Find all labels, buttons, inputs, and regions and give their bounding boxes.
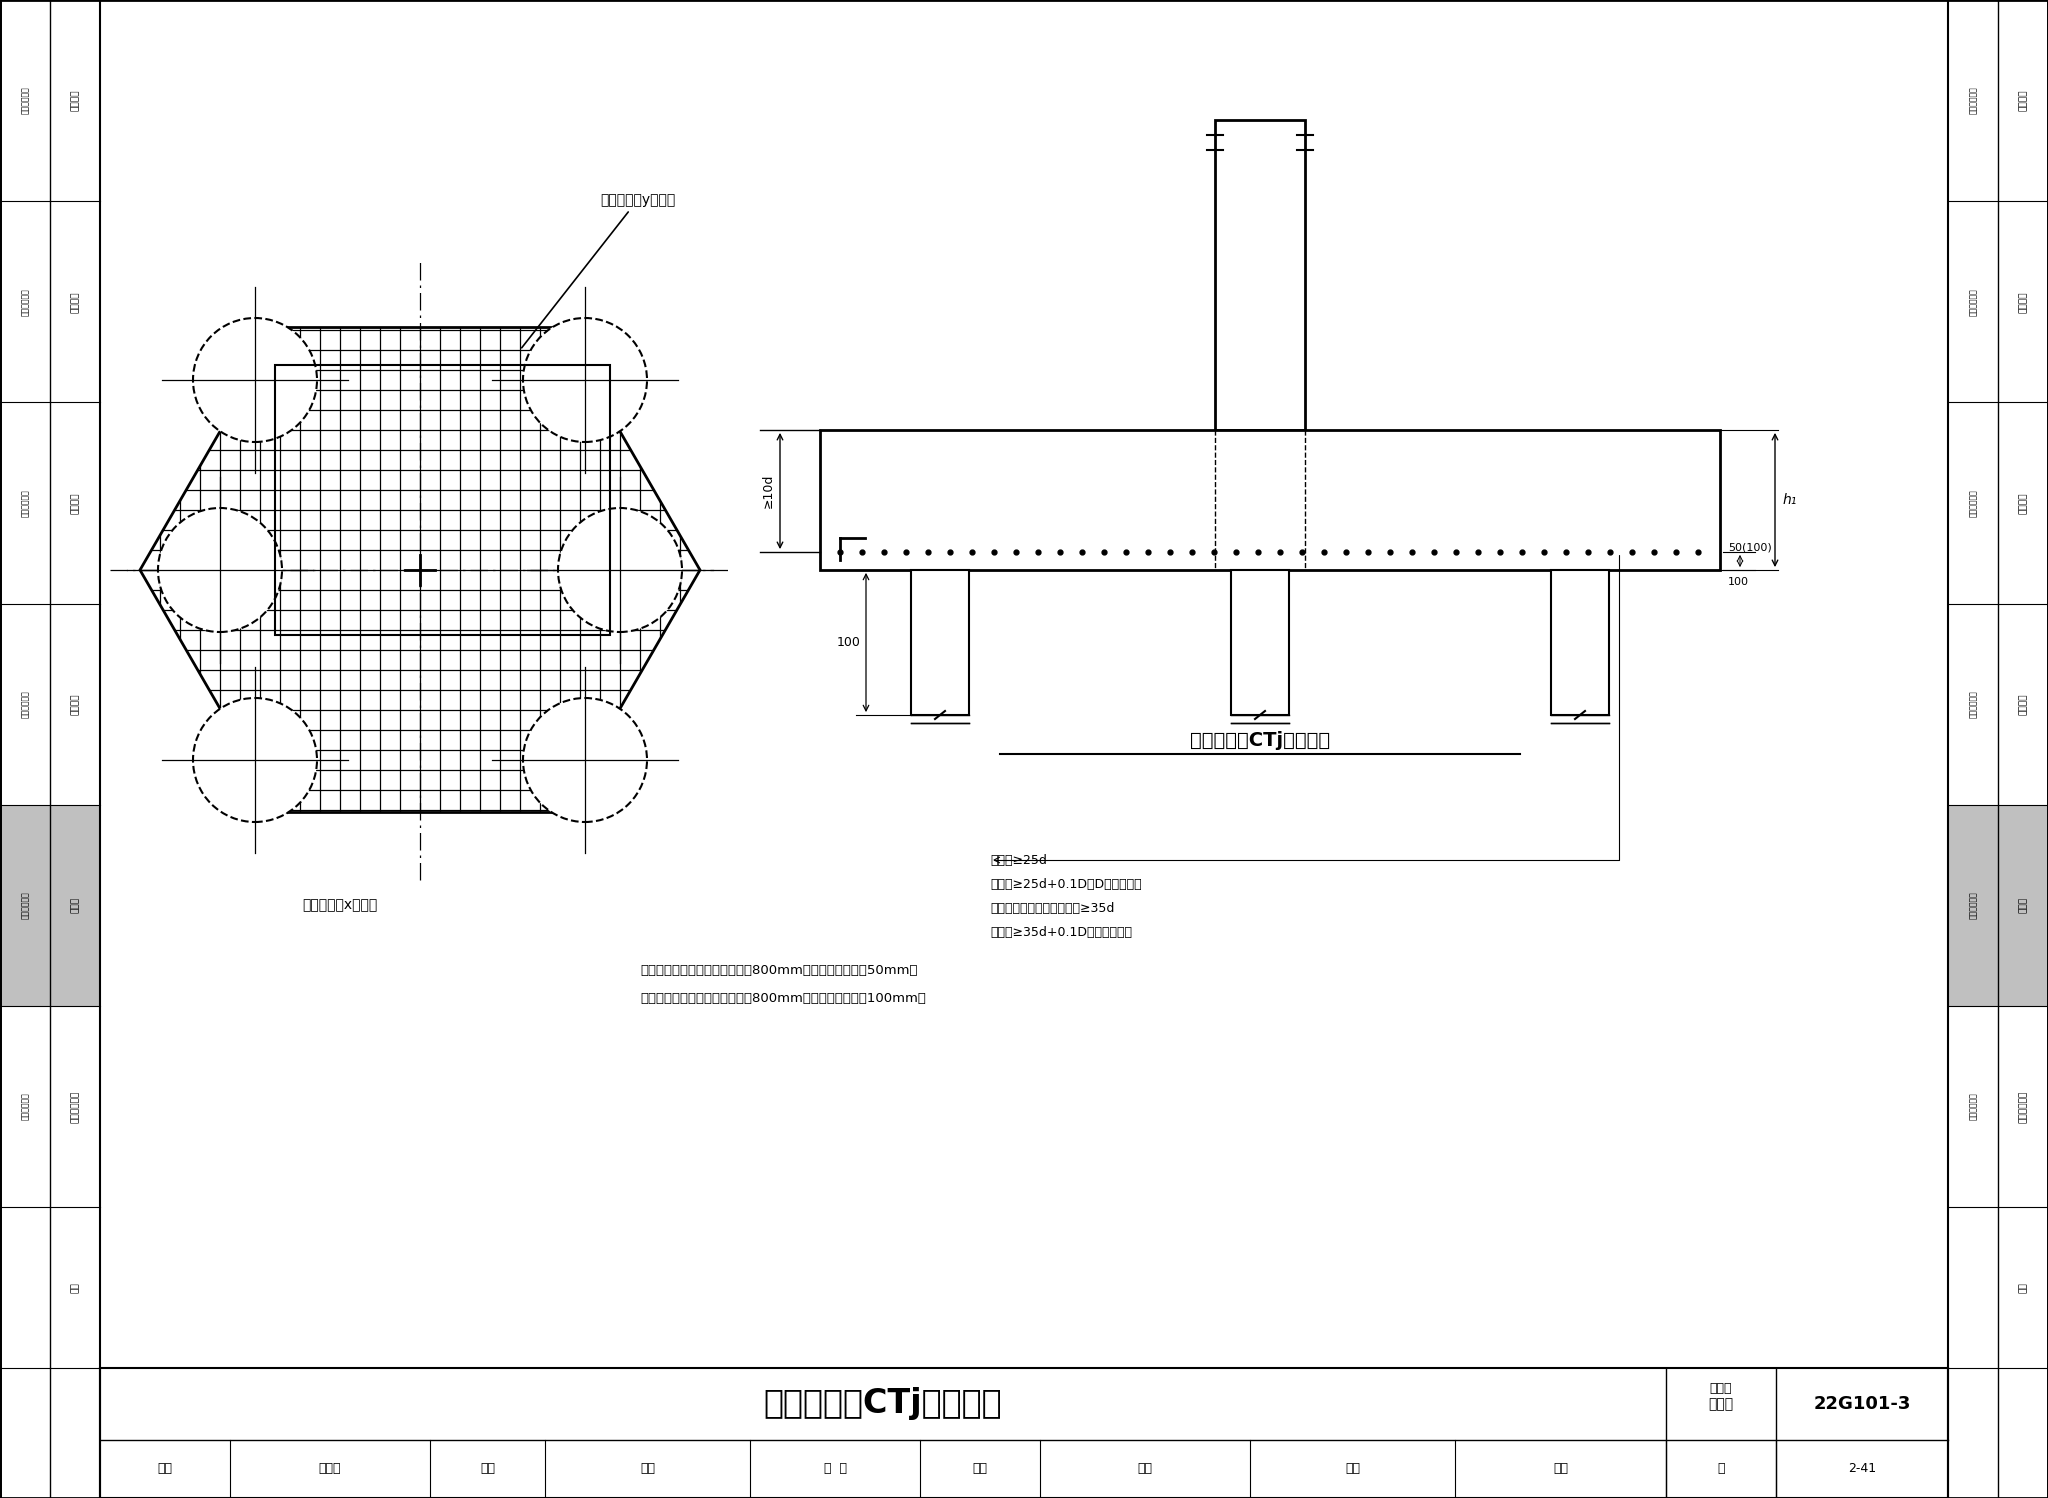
Text: 校对: 校对 bbox=[639, 1462, 655, 1476]
Text: ≥10d: ≥10d bbox=[762, 473, 774, 508]
Text: 附录: 附录 bbox=[70, 1282, 80, 1293]
Text: 林蕾: 林蕾 bbox=[1346, 1462, 1360, 1476]
Text: 筏形基础: 筏形基础 bbox=[2019, 694, 2028, 715]
Text: 审核: 审核 bbox=[158, 1462, 172, 1476]
Text: 基础相关构造: 基础相关构造 bbox=[2019, 1091, 2028, 1122]
Text: 或圆桩≥35d+0.1D时可不弯折）: 或圆桩≥35d+0.1D时可不弯折） bbox=[989, 926, 1133, 939]
Text: 当桩径或桩截面边长大于或等于800mm时，桩顶嵌入承台100mm。: 当桩径或桩截面边长大于或等于800mm时，桩顶嵌入承台100mm。 bbox=[639, 992, 926, 1005]
Bar bbox=[0, 804, 100, 1005]
Text: 标准构造详图: 标准构造详图 bbox=[20, 288, 29, 316]
Text: 方桩：≥25d: 方桩：≥25d bbox=[989, 854, 1047, 866]
Text: 标准构造详图: 标准构造详图 bbox=[20, 891, 29, 920]
Text: 标准构造详图: 标准构造详图 bbox=[20, 1092, 29, 1121]
Text: 标准构造详图: 标准构造详图 bbox=[1968, 891, 1978, 920]
Text: 黄志刚: 黄志刚 bbox=[319, 1462, 342, 1476]
Bar bbox=[1231, 571, 1288, 715]
Text: 福建: 福建 bbox=[973, 1462, 987, 1476]
Bar bbox=[911, 571, 969, 715]
Bar bbox=[1948, 804, 2048, 1005]
Text: 六边形承台CTj配筋构造: 六边形承台CTj配筋构造 bbox=[764, 1387, 1001, 1420]
Text: 六边形承台x向配筋: 六边形承台x向配筋 bbox=[303, 897, 377, 912]
Text: 设计: 设计 bbox=[1137, 1462, 1153, 1476]
Text: 50(100): 50(100) bbox=[1729, 542, 1772, 553]
Text: 100: 100 bbox=[838, 637, 860, 649]
Text: 标准构造详图: 标准构造详图 bbox=[20, 87, 29, 114]
Text: 独立基础: 独立基础 bbox=[70, 291, 80, 313]
Polygon shape bbox=[139, 328, 700, 812]
Bar bbox=[1550, 571, 1610, 715]
Text: 筏形基础: 筏形基础 bbox=[70, 694, 80, 715]
Text: 桩基础: 桩基础 bbox=[2019, 897, 2028, 914]
Circle shape bbox=[522, 698, 647, 822]
Text: 图集号: 图集号 bbox=[1708, 1398, 1733, 1411]
Text: 注：当桩直径或桩截面边长小于800mm时，桩顶嵌入承台50mm；: 注：当桩直径或桩截面边长小于800mm时，桩顶嵌入承台50mm； bbox=[639, 963, 918, 977]
Text: 2-41: 2-41 bbox=[1847, 1462, 1876, 1476]
Text: 标准构造详图: 标准构造详图 bbox=[1968, 488, 1978, 517]
Text: 一般构造: 一般构造 bbox=[2019, 90, 2028, 111]
Circle shape bbox=[193, 698, 317, 822]
Text: 附录: 附录 bbox=[2019, 1282, 2028, 1293]
Text: 页: 页 bbox=[1718, 1462, 1724, 1476]
Text: 杨  建: 杨 建 bbox=[823, 1462, 846, 1476]
Text: 标准构造详图: 标准构造详图 bbox=[1968, 87, 1978, 114]
Bar bbox=[1214, 120, 1305, 430]
Text: 标准构造详图: 标准构造详图 bbox=[1968, 288, 1978, 316]
Circle shape bbox=[158, 508, 283, 632]
Circle shape bbox=[193, 318, 317, 442]
Text: 桩基础: 桩基础 bbox=[70, 897, 80, 914]
Text: 22G101-3: 22G101-3 bbox=[1812, 1395, 1911, 1413]
Text: 条形基础: 条形基础 bbox=[2019, 493, 2028, 514]
Text: 六边形承台y向配筋: 六边形承台y向配筋 bbox=[522, 193, 676, 348]
Text: h₁: h₁ bbox=[1784, 493, 1798, 506]
Text: 标准构造详图: 标准构造详图 bbox=[20, 691, 29, 718]
Text: （当伸至端部直段长度方桩≥35d: （当伸至端部直段长度方桩≥35d bbox=[989, 902, 1114, 914]
Text: 复审: 复审 bbox=[479, 1462, 496, 1476]
Text: 标准构造详图: 标准构造详图 bbox=[1968, 691, 1978, 718]
Text: 六边形承台CTj配筋构造: 六边形承台CTj配筋构造 bbox=[1190, 731, 1329, 749]
Text: 独立基础: 独立基础 bbox=[2019, 291, 2028, 313]
Text: 图集号: 图集号 bbox=[1710, 1381, 1733, 1395]
Text: 林韵: 林韵 bbox=[1552, 1462, 1569, 1476]
Circle shape bbox=[557, 508, 682, 632]
Text: 一般构造: 一般构造 bbox=[70, 90, 80, 111]
Bar bbox=[819, 430, 1720, 571]
Text: 100: 100 bbox=[1729, 577, 1749, 587]
Text: 基础相关构造: 基础相关构造 bbox=[70, 1091, 80, 1122]
Text: 条形基础: 条形基础 bbox=[70, 493, 80, 514]
Text: 标准构造详图: 标准构造详图 bbox=[20, 488, 29, 517]
Text: 标准构造详图: 标准构造详图 bbox=[1968, 1092, 1978, 1121]
Bar bbox=[274, 366, 610, 635]
Circle shape bbox=[522, 318, 647, 442]
Text: 圆桩：≥25d+0.1D，D为圆桩直径: 圆桩：≥25d+0.1D，D为圆桩直径 bbox=[989, 878, 1141, 890]
